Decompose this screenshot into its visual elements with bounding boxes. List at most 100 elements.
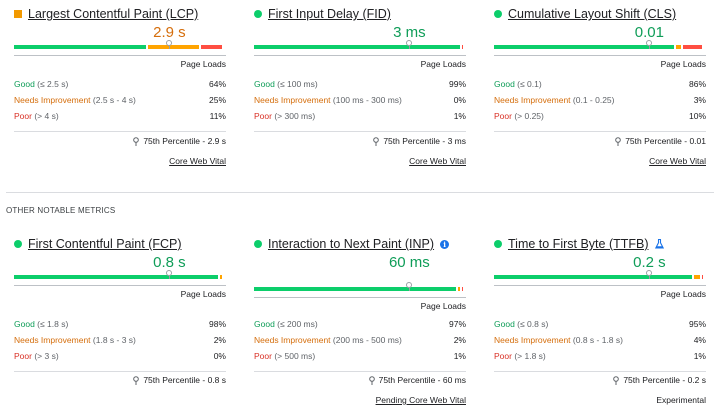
needs-range: (1.8 s - 3 s) xyxy=(90,335,136,345)
distribution-bar xyxy=(14,270,224,279)
divider xyxy=(494,285,706,286)
divider xyxy=(494,131,706,132)
needs-percent: 2% xyxy=(453,335,466,345)
needs-range: (0.8 s - 1.8 s) xyxy=(570,335,623,345)
core-web-vital-link[interactable]: Core Web Vital xyxy=(169,156,226,166)
row-needs-improvement: Needs Improvement (0.8 s - 1.8 s) 4% xyxy=(494,335,706,351)
percentile-readout: 75th Percentile - 3 ms xyxy=(373,136,466,146)
percentile-text: 75th Percentile - 2.9 s xyxy=(143,136,226,146)
row-needs-improvement: Needs Improvement (1.8 s - 3 s) 2% xyxy=(14,335,226,351)
needs-range: (200 ms - 500 ms) xyxy=(330,335,402,345)
needs-improvement-square-icon xyxy=(14,10,22,18)
metric-title-link[interactable]: Largest Contentful Paint (LCP) xyxy=(28,7,199,21)
row-needs-improvement: Needs Improvement (0.1 - 0.25) 3% xyxy=(494,95,706,111)
good-range: (≤ 2.5 s) xyxy=(34,79,69,89)
percentile-readout: 75th Percentile - 0.2 s xyxy=(613,375,706,385)
page-loads-label: Page Loads xyxy=(420,301,466,311)
metric-header: Time to First Byte (TTFB) xyxy=(494,236,664,252)
percentile-marker-stem xyxy=(648,274,650,279)
page-loads-label: Page Loads xyxy=(660,59,706,69)
poor-range: (> 500 ms) xyxy=(271,351,316,361)
metric-header: First Contentful Paint (FCP) xyxy=(14,236,182,252)
needs-label: Needs Improvement xyxy=(14,95,91,105)
core-web-vital-link[interactable]: Core Web Vital xyxy=(649,156,706,166)
poor-percent: 1% xyxy=(453,111,466,121)
distribution-bar xyxy=(494,40,704,49)
good-range: (≤ 200 ms) xyxy=(274,319,318,329)
metric-value: 2.9 s xyxy=(153,24,186,41)
metric-title-link[interactable]: Interaction to Next Paint (INP) xyxy=(268,237,435,251)
page-loads-label: Page Loads xyxy=(180,289,226,299)
row-needs-improvement: Needs Improvement (100 ms - 300 ms) 0% xyxy=(254,95,466,111)
good-percent: 86% xyxy=(688,79,706,89)
core-web-vital-link[interactable]: Core Web Vital xyxy=(409,156,466,166)
good-label: Good xyxy=(494,319,515,329)
good-status-dot-icon xyxy=(494,240,502,248)
distribution-table: Good (≤ 2.5 s) 64% Needs Improvement (2.5… xyxy=(14,79,226,127)
metric-title-link[interactable]: Time to First Byte (TTFB) xyxy=(508,237,649,251)
bar-segment-poor xyxy=(701,275,703,279)
percentile-readout: 75th Percentile - 2.9 s xyxy=(133,136,226,146)
bar-segment-needs xyxy=(676,45,681,49)
good-range: (≤ 100 ms) xyxy=(274,79,318,89)
bar-segment-poor xyxy=(461,287,463,291)
section-divider xyxy=(6,192,714,193)
divider xyxy=(254,297,466,298)
bar-segment-poor xyxy=(682,45,702,49)
needs-percent: 25% xyxy=(208,95,226,105)
needs-label: Needs Improvement xyxy=(494,335,571,345)
row-poor: Poor (> 500 ms) 1% xyxy=(254,351,466,367)
percentile-pin-icon xyxy=(615,136,621,146)
percentile-readout: 75th Percentile - 60 ms xyxy=(368,375,466,385)
good-status-dot-icon xyxy=(254,10,262,18)
percentile-marker-stem xyxy=(168,274,170,279)
percentile-pin-icon xyxy=(368,375,375,385)
good-percent: 98% xyxy=(208,319,226,329)
bar-segment-needs xyxy=(148,45,199,49)
metric-value: 0.01 xyxy=(634,24,664,41)
row-poor: Poor (> 0.25) 10% xyxy=(494,111,706,127)
pending-core-web-vital-link[interactable]: Pending Core Web Vital xyxy=(375,395,466,405)
good-status-dot-icon xyxy=(254,240,262,248)
bar-segment-poor xyxy=(461,45,463,49)
poor-label: Poor xyxy=(14,111,32,121)
metric-title-link[interactable]: First Contentful Paint (FCP) xyxy=(28,237,182,251)
divider xyxy=(254,371,466,372)
poor-range: (> 4 s) xyxy=(31,111,59,121)
row-poor: Poor (> 1.8 s) 1% xyxy=(494,351,706,367)
row-good: Good (≤ 2.5 s) 64% xyxy=(14,79,226,95)
page-loads-label: Page Loads xyxy=(660,289,706,299)
info-icon[interactable]: i xyxy=(440,239,450,249)
good-range: (≤ 1.8 s) xyxy=(34,319,69,329)
percentile-text: 75th Percentile - 0.8 s xyxy=(143,375,226,385)
needs-label: Needs Improvement xyxy=(494,95,571,105)
bar-segment-good xyxy=(254,287,456,291)
percentile-marker xyxy=(646,40,653,46)
distribution-bar xyxy=(494,270,704,279)
poor-range: (> 3 s) xyxy=(31,351,59,361)
needs-percent: 0% xyxy=(453,95,466,105)
divider xyxy=(494,55,706,56)
poor-range: (> 1.8 s) xyxy=(511,351,546,361)
percentile-readout: 75th Percentile - 0.01 xyxy=(615,136,706,146)
row-poor: Poor (> 3 s) 0% xyxy=(14,351,226,367)
percentile-text: 75th Percentile - 0.01 xyxy=(625,136,706,146)
row-good: Good (≤ 0.8 s) 95% xyxy=(494,319,706,335)
good-label: Good xyxy=(14,79,35,89)
poor-percent: 11% xyxy=(209,111,226,121)
percentile-marker-stem xyxy=(408,44,410,49)
poor-range: (> 300 ms) xyxy=(271,111,316,121)
divider xyxy=(14,55,226,56)
good-percent: 64% xyxy=(208,79,226,89)
divider xyxy=(494,371,706,372)
needs-percent: 4% xyxy=(693,335,706,345)
page-loads-label: Page Loads xyxy=(420,59,466,69)
metric-title-link[interactable]: Cumulative Layout Shift (CLS) xyxy=(508,7,677,21)
good-percent: 95% xyxy=(688,319,706,329)
needs-percent: 3% xyxy=(693,95,706,105)
metric-value: 0.8 s xyxy=(153,254,186,271)
metric-title-link[interactable]: First Input Delay (FID) xyxy=(268,7,391,21)
bar-segment-needs xyxy=(457,287,460,291)
bar-segment-good xyxy=(254,45,460,49)
percentile-pin-icon xyxy=(613,375,620,385)
